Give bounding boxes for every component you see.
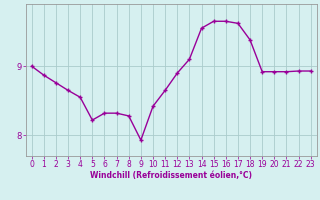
X-axis label: Windchill (Refroidissement éolien,°C): Windchill (Refroidissement éolien,°C)	[90, 171, 252, 180]
